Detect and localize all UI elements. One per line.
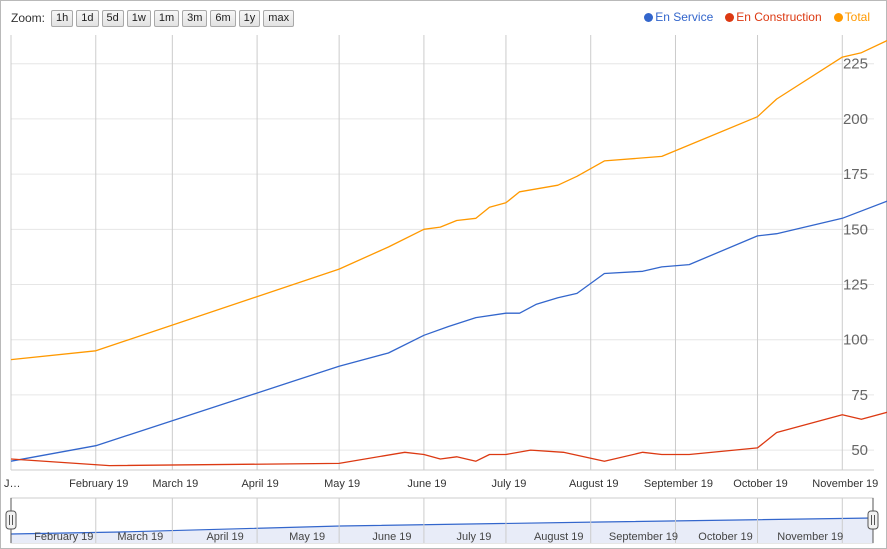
zoom-1h-button[interactable]: 1h bbox=[51, 9, 74, 27]
legend-dot-icon bbox=[833, 12, 843, 22]
navigator-label: July 19 bbox=[457, 531, 492, 543]
x-tick-label: September 19 bbox=[644, 478, 713, 490]
x-tick-label: October 19 bbox=[733, 478, 787, 490]
navigator-label: February 19 bbox=[34, 531, 93, 543]
y-tick-label: 75 bbox=[851, 387, 868, 404]
zoom-3m-button[interactable]: 3m bbox=[182, 9, 208, 27]
navigator-label: August 19 bbox=[534, 531, 584, 543]
navigator-label: April 19 bbox=[206, 531, 243, 543]
navigator-right-handle[interactable] bbox=[867, 510, 879, 530]
x-tick-label: May 19 bbox=[324, 478, 360, 490]
zoom-1d-button[interactable]: 1d bbox=[76, 9, 99, 27]
x-tick-label: March 19 bbox=[152, 478, 198, 490]
legend-dot-icon bbox=[725, 12, 735, 22]
x-tick-label: July 19 bbox=[492, 478, 527, 490]
navigator-label: May 19 bbox=[289, 531, 325, 543]
y-tick-label: 125 bbox=[843, 277, 868, 294]
y-tick-label: 100 bbox=[843, 332, 868, 349]
navigator-area bbox=[11, 518, 873, 543]
zoom-1w-button[interactable]: 1w bbox=[126, 9, 151, 27]
zoom-5d-button[interactable]: 5d bbox=[101, 9, 124, 27]
legend-label: En Construction bbox=[736, 10, 822, 24]
series-line-en-service bbox=[10, 200, 887, 462]
legend-item-en-construction[interactable]: En Construction bbox=[725, 10, 822, 24]
navigator-label: September 19 bbox=[609, 531, 678, 543]
y-tick-label: 200 bbox=[843, 111, 868, 128]
legend-dot-icon bbox=[644, 12, 654, 22]
zoom-1y-button[interactable]: 1y bbox=[238, 9, 261, 27]
series-line-total bbox=[10, 39, 887, 361]
legend-label: En Service bbox=[655, 10, 714, 24]
x-tick-label: August 19 bbox=[569, 478, 619, 490]
y-tick-label: 150 bbox=[843, 221, 868, 238]
navigator-label: June 19 bbox=[372, 531, 411, 543]
x-tick-label: April 19 bbox=[241, 478, 278, 490]
zoom-max-button[interactable]: max bbox=[263, 9, 295, 27]
y-tick-label: 225 bbox=[843, 56, 868, 73]
legend-item-total[interactable]: Total bbox=[833, 10, 870, 24]
x-tick-label: February 19 bbox=[69, 478, 128, 490]
zoom-1m-button[interactable]: 1m bbox=[153, 9, 180, 27]
y-tick-label: 50 bbox=[851, 442, 868, 459]
legend-label: Total bbox=[844, 10, 870, 24]
y-tick-label: 175 bbox=[843, 166, 868, 183]
x-tick-label: November 19 bbox=[812, 478, 878, 490]
series-line-en-construction bbox=[10, 411, 887, 467]
zoom-bar: Zoom: 1h 1d 5d 1w 1m 3m 6m 1y max bbox=[11, 9, 295, 27]
legend-item-en-service[interactable]: En Service bbox=[644, 10, 713, 24]
x-tick-label: J… bbox=[4, 478, 21, 490]
x-tick-label: June 19 bbox=[407, 478, 446, 490]
navigator-label: October 19 bbox=[698, 531, 752, 543]
zoom-6m-button[interactable]: 6m bbox=[210, 9, 236, 27]
legend: En Service En Construction Total bbox=[644, 10, 870, 24]
navigator-left-handle[interactable] bbox=[5, 510, 17, 530]
navigator-label: March 19 bbox=[117, 531, 163, 543]
navigator-label: November 19 bbox=[777, 531, 843, 543]
zoom-label: Zoom: bbox=[11, 11, 46, 25]
navigator-line bbox=[10, 517, 874, 535]
